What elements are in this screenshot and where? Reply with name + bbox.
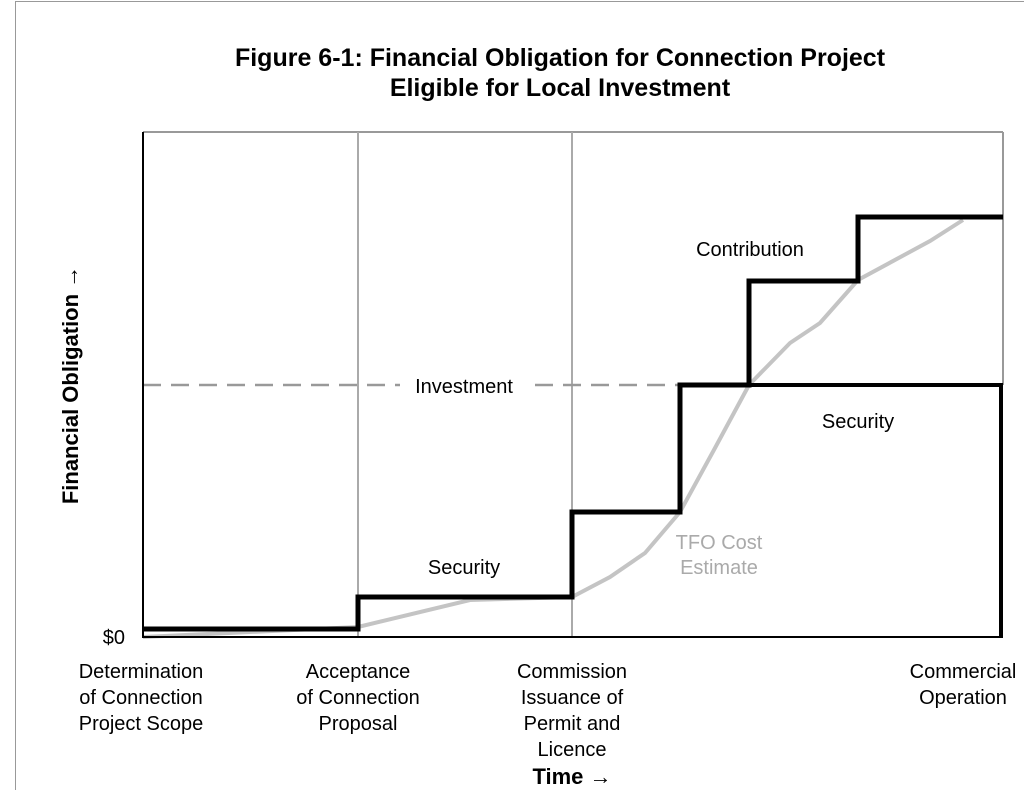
milestone-label: Acceptance of Connection Proposal bbox=[296, 661, 419, 735]
annotation: TFO Cost Estimate bbox=[676, 532, 763, 579]
security-block bbox=[680, 383, 1003, 638]
text-line: Permit and bbox=[524, 713, 621, 735]
frame bbox=[15, 1, 1024, 790]
milestone-label: Commission Issuance of Permit and Licence bbox=[517, 661, 627, 761]
annotation: Security bbox=[428, 557, 500, 579]
origin-label: $0 bbox=[103, 627, 125, 649]
title-line: Figure 6-1: Financial Obligation for Con… bbox=[235, 44, 886, 72]
text-line: Commercial bbox=[910, 661, 1017, 683]
text-line: Acceptance bbox=[306, 661, 411, 683]
obligation-step bbox=[143, 214, 1003, 632]
text-line: Determination bbox=[79, 661, 204, 683]
text-line: Project Scope bbox=[79, 713, 204, 735]
text-line: of Connection bbox=[79, 687, 202, 709]
annotation: Contribution bbox=[696, 239, 804, 261]
annotation: Security bbox=[822, 411, 894, 433]
text-line: Commission bbox=[517, 661, 627, 683]
y-axis-label: Financial Obligation → bbox=[58, 266, 83, 504]
text-line: Operation bbox=[919, 687, 1007, 709]
text-line: Proposal bbox=[319, 713, 398, 735]
x-axis-label: Time → bbox=[532, 764, 611, 789]
annotation: Investment bbox=[415, 376, 513, 398]
label-bg bbox=[400, 372, 528, 400]
text-line: of Connection bbox=[296, 687, 419, 709]
text-line: Licence bbox=[538, 739, 607, 761]
milestone-label: Commercial Operation bbox=[910, 661, 1017, 709]
milestone-label: Determination of Connection Project Scope bbox=[79, 661, 204, 735]
title-line: Eligible for Local Investment bbox=[390, 74, 731, 102]
text-line: Issuance of bbox=[521, 687, 624, 709]
text-line: TFO Cost bbox=[676, 532, 763, 554]
text-line: Estimate bbox=[680, 557, 758, 579]
